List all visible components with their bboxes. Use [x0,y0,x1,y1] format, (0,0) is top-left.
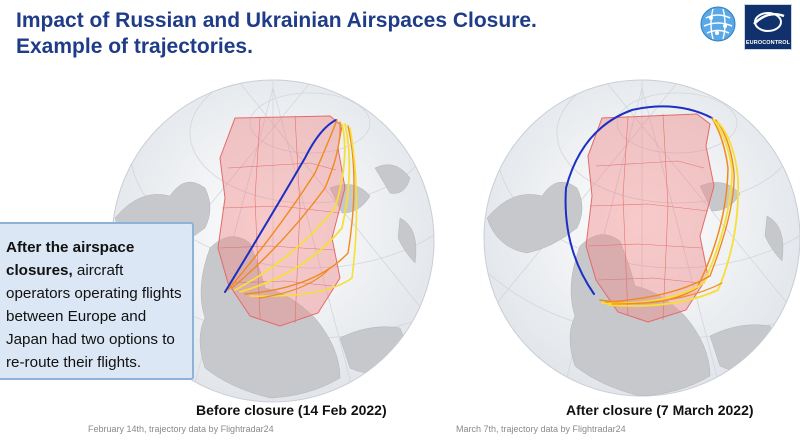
trajectory-yellow-2 [239,123,351,293]
caption-after-closure: After closure (7 March 2022) [566,402,754,418]
network-globe-logo-icon [698,4,738,44]
flight-trajectories [564,105,740,307]
trajectory-blue-polar [564,105,713,295]
title-line-1: Impact of Russian and Ukrainian Airspace… [16,9,537,32]
trajectory-orange-3 [244,125,355,295]
callout-text: aircraft operators operating flights bet… [6,262,182,371]
landmass [486,181,784,396]
trajectory-orange-2 [605,119,735,303]
explanation-callout: After the airspace closures, aircraft op… [0,222,194,380]
trajectory-orange-4 [259,267,331,299]
page-title: Impact of Russian and Ukrainian Airspace… [16,8,537,60]
source-note-before: February 14th, trajectory data by Flight… [88,424,274,434]
closed-airspace-region [585,113,715,323]
callout-bold-text: After the airspace closures, [6,239,135,279]
title-line-2: Example of trajectories. [16,35,253,58]
caption-before-closure: Before closure (14 Feb 2022) [196,402,387,418]
trajectory-yellow-1 [601,119,733,305]
source-note-after: March 7th, trajectory data by Flightrada… [456,424,626,434]
trajectory-orange-2 [231,121,341,289]
trajectory-orange-3 [611,282,723,305]
logos: EUROCONTROL [698,4,792,50]
trajectory-orange-1 [227,119,338,291]
map-after-closure [482,78,800,398]
eurocontrol-logo: EUROCONTROL [744,4,792,50]
eurocontrol-swoosh-icon [753,12,785,32]
logo-wordmark: EUROCONTROL [745,40,791,46]
trajectory-yellow-1 [234,123,346,291]
trajectory-yellow-3 [249,127,358,297]
trajectory-blue [224,119,337,293]
trajectory-yellow-2 [607,121,740,307]
flight-trajectories [224,119,358,299]
